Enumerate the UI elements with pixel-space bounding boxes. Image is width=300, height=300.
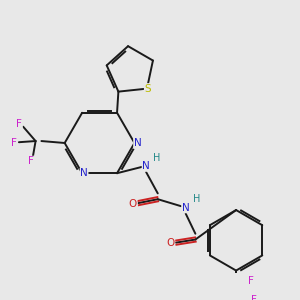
- Text: N: N: [142, 161, 150, 171]
- Text: F: F: [16, 118, 22, 129]
- Text: O: O: [129, 199, 137, 209]
- Text: O: O: [167, 238, 175, 248]
- Text: N: N: [182, 203, 190, 213]
- Text: F: F: [11, 138, 17, 148]
- Text: H: H: [153, 153, 161, 163]
- Text: F: F: [248, 276, 254, 286]
- Text: H: H: [193, 194, 200, 204]
- Text: S: S: [144, 84, 151, 94]
- Text: N: N: [134, 138, 142, 148]
- Text: F: F: [28, 156, 34, 166]
- Text: N: N: [80, 168, 88, 178]
- Text: F: F: [250, 296, 256, 300]
